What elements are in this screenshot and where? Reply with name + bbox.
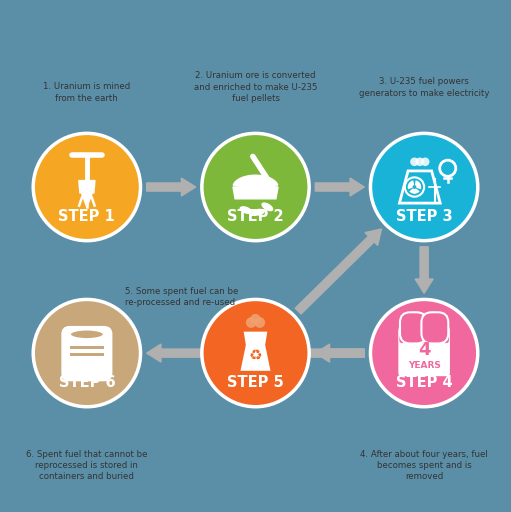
FancyArrow shape bbox=[415, 247, 433, 293]
Text: ♻: ♻ bbox=[249, 348, 262, 364]
Text: 2. Uranium ore is converted
and enriched to make U-235
fuel pellets: 2. Uranium ore is converted and enriched… bbox=[194, 71, 317, 103]
Ellipse shape bbox=[240, 207, 251, 214]
FancyArrow shape bbox=[147, 344, 364, 362]
Text: STEP 3: STEP 3 bbox=[396, 209, 452, 224]
Polygon shape bbox=[241, 332, 270, 371]
FancyArrow shape bbox=[315, 344, 364, 362]
Text: 3. U-235 fuel powers
generators to make electricity: 3. U-235 fuel powers generators to make … bbox=[359, 77, 490, 98]
Circle shape bbox=[33, 300, 141, 407]
Circle shape bbox=[246, 317, 257, 328]
Text: 1. Uranium is mined
from the earth: 1. Uranium is mined from the earth bbox=[43, 82, 130, 103]
FancyArrow shape bbox=[147, 178, 196, 196]
FancyBboxPatch shape bbox=[399, 326, 449, 344]
Circle shape bbox=[421, 158, 429, 166]
Text: 5. Some spent fuel can be
re-processed and re-used: 5. Some spent fuel can be re-processed a… bbox=[125, 287, 239, 307]
Text: STEP 4: STEP 4 bbox=[396, 375, 452, 390]
Circle shape bbox=[202, 133, 309, 241]
FancyBboxPatch shape bbox=[422, 312, 448, 344]
Ellipse shape bbox=[69, 330, 104, 339]
Polygon shape bbox=[233, 175, 278, 199]
Text: STEP 2: STEP 2 bbox=[227, 209, 284, 224]
Polygon shape bbox=[79, 181, 95, 193]
Wedge shape bbox=[408, 180, 414, 189]
Ellipse shape bbox=[252, 209, 264, 215]
Circle shape bbox=[202, 300, 309, 407]
FancyBboxPatch shape bbox=[400, 312, 427, 344]
Polygon shape bbox=[82, 193, 92, 207]
Text: YEARS: YEARS bbox=[408, 361, 440, 370]
FancyBboxPatch shape bbox=[69, 346, 104, 349]
Text: STEP 5: STEP 5 bbox=[227, 375, 284, 390]
Text: 6. Spent fuel that cannot be
reprocessed is stored in
containers and buried: 6. Spent fuel that cannot be reprocessed… bbox=[26, 450, 148, 481]
FancyBboxPatch shape bbox=[69, 353, 104, 356]
Text: STEP 6: STEP 6 bbox=[59, 375, 115, 390]
Wedge shape bbox=[414, 180, 421, 189]
FancyArrow shape bbox=[295, 229, 382, 314]
Ellipse shape bbox=[262, 203, 272, 210]
FancyArrow shape bbox=[315, 178, 364, 196]
Circle shape bbox=[410, 158, 419, 166]
Circle shape bbox=[370, 133, 478, 241]
Wedge shape bbox=[409, 187, 420, 194]
Circle shape bbox=[33, 133, 141, 241]
Circle shape bbox=[370, 300, 478, 407]
Text: STEP 1: STEP 1 bbox=[58, 209, 115, 224]
FancyBboxPatch shape bbox=[399, 329, 449, 375]
FancyBboxPatch shape bbox=[62, 327, 112, 380]
Circle shape bbox=[254, 317, 265, 328]
Text: 4: 4 bbox=[418, 342, 430, 359]
Circle shape bbox=[412, 185, 416, 189]
Circle shape bbox=[415, 158, 424, 166]
Circle shape bbox=[250, 314, 261, 325]
Text: 4. After about four years, fuel
becomes spent and is
removed: 4. After about four years, fuel becomes … bbox=[360, 450, 488, 481]
